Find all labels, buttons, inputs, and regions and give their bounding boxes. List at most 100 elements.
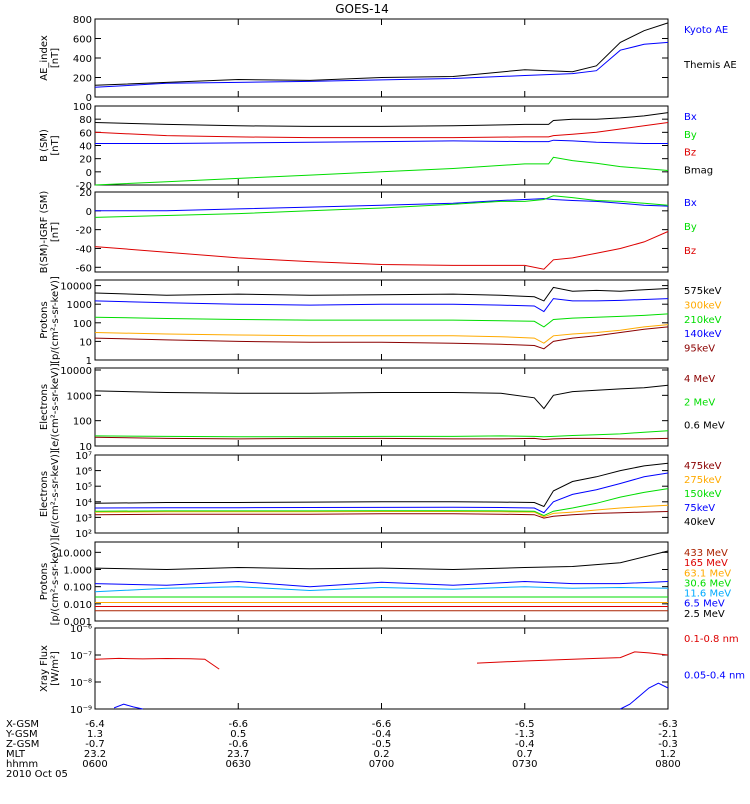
series-line [94, 313, 669, 328]
legend-label: 11.6 MeV [684, 589, 731, 600]
y-axis-label: B(SM)-IGRF (SM) [39, 191, 50, 274]
series-line [94, 122, 669, 139]
axis-row-value: -0.3 [658, 739, 678, 750]
axis-row-value: -0.6 [228, 739, 248, 750]
series-line [94, 22, 669, 86]
panel-5: 10 100 1000 10000 Electrons [e/(cm²-s-sr-keV)… [39, 363, 725, 453]
y-tick-label: 10² [75, 529, 92, 540]
series-line [94, 384, 669, 410]
y-tick-label: 100 [73, 102, 92, 113]
y-tick-label: 10⁻⁸ [70, 678, 92, 689]
axis-row-value: 0700 [369, 759, 394, 770]
y-axis-label: [p/(cm²-s-sr-keV)] [50, 538, 61, 626]
axis-row-value: -0.4 [515, 739, 535, 750]
panel-2: -20 0 20 40 60 80 100 B (SM) [nT] Bx By Bz Bmag [39, 102, 713, 192]
legend-label: Themis AE [683, 60, 737, 71]
series-line [94, 504, 669, 518]
axis-row-label: hhmm [6, 759, 38, 770]
series-line [94, 488, 669, 517]
y-tick-label: 80 [79, 115, 92, 126]
series-line [94, 586, 669, 593]
y-tick-label: 600 [73, 35, 92, 46]
panel-frame [94, 105, 669, 186]
axis-row-value: 0730 [512, 759, 537, 770]
axis-row-label: MLT [6, 749, 26, 760]
legend-label: 4 MeV [684, 374, 715, 385]
y-tick-label: 100 [73, 417, 92, 428]
y-axis-label: [e/(cm²-s-sr-keV)] [50, 450, 61, 538]
y-tick-label: 0.100 [63, 583, 92, 594]
legend-label: 433 MeV [684, 548, 728, 559]
axis-row-label: Y-GSM [5, 729, 38, 740]
axis-row-label: Z-GSM [6, 739, 39, 750]
series-line [94, 156, 669, 186]
legend-label: 140keV [684, 329, 722, 340]
series-line [94, 41, 669, 88]
y-axis-label: [p/(cm²-s-sr-keV)] [50, 276, 61, 364]
y-axis-label: Protons [39, 301, 50, 338]
y-tick-label: 60 [79, 128, 92, 139]
y-tick-label: 10⁵ [75, 482, 92, 493]
axis-row-value: -0.7 [85, 739, 105, 750]
y-tick-label: 10.000 [57, 548, 92, 559]
legend-label: Bx [684, 112, 697, 123]
axis-row-value: 23.2 [84, 749, 106, 760]
y-axis-label: [W/m²] [50, 651, 61, 686]
plot-date: 2010 Oct 05 [6, 769, 68, 780]
legend-label: 75keV [684, 503, 715, 514]
panel-1: 0 200 400 600 800 AE_index [nT] Kyoto AE Themis … [39, 15, 737, 104]
legend-label: Bmag [684, 165, 713, 176]
series-line [94, 298, 669, 313]
y-axis-label: Protons [39, 563, 50, 600]
y-tick-label: 1000 [67, 300, 92, 311]
legend-label: 275keV [684, 475, 722, 486]
y-axis-label: [e/(cm²-s-sr-keV)] [50, 363, 61, 451]
legend-label: By [684, 222, 697, 233]
legend-label: 95keV [684, 344, 715, 355]
y-tick-label: 0 [86, 207, 92, 218]
axis-row-value: -6.4 [85, 719, 105, 730]
y-tick-label: 10⁴ [75, 498, 92, 509]
series-line [94, 580, 669, 588]
y-tick-label: 10³ [75, 513, 92, 524]
panel-3: -60 -40 -20 0 20 B(SM)-IGRF (SM) [nT] Bx By Bz [39, 188, 697, 274]
panel-7: 0.001 0.010 0.100 1.000 10.000 Protons [p/(cm²… [39, 538, 731, 628]
y-axis-label: Xray Flux [39, 645, 50, 692]
y-tick-label: 1000 [67, 391, 92, 402]
series-line [94, 511, 669, 519]
y-tick-label: 10⁻⁶ [70, 624, 92, 635]
y-axis-label: [nT] [50, 48, 61, 68]
series-line [94, 112, 669, 127]
panel-6: 10² 10³ 10⁴ 10⁵ 10⁶ 10⁷ Electrons [e/(cm²-s-sr-… [39, 450, 722, 540]
panel-frame [94, 454, 669, 534]
y-tick-label: 10⁶ [75, 467, 92, 478]
y-axis-label: [nT] [50, 135, 61, 155]
panel-frame [94, 367, 669, 447]
series-line [94, 462, 669, 508]
legend-label: 0.1-0.8 nm [684, 634, 739, 645]
axis-row-value: -0.4 [372, 729, 392, 740]
y-tick-label: 10⁻⁷ [70, 651, 92, 662]
axis-row-value: -2.1 [658, 729, 678, 740]
legend-label: Bz [684, 246, 696, 257]
axis-row-value: -6.6 [372, 719, 392, 730]
legend-label: 165 MeV [684, 558, 728, 569]
panel-frame [94, 627, 669, 710]
y-tick-label: 20 [79, 155, 92, 166]
y-axis-label: Electrons [39, 471, 50, 517]
axis-row-value: 1.3 [87, 729, 103, 740]
series-line [94, 472, 669, 514]
legend-label: 2 MeV [684, 397, 715, 408]
series-line [476, 651, 669, 664]
legend-label: 150keV [684, 489, 722, 500]
y-tick-label: -20 [76, 226, 92, 237]
legend-label: 0.6 MeV [684, 421, 725, 432]
series-line [94, 436, 669, 441]
series-line [94, 430, 669, 438]
y-tick-label: 20 [79, 188, 92, 199]
y-tick-label: 1.000 [63, 566, 92, 577]
axis-row-value: 0.7 [517, 749, 533, 760]
panel-frame [94, 541, 669, 622]
series-line [94, 657, 220, 670]
